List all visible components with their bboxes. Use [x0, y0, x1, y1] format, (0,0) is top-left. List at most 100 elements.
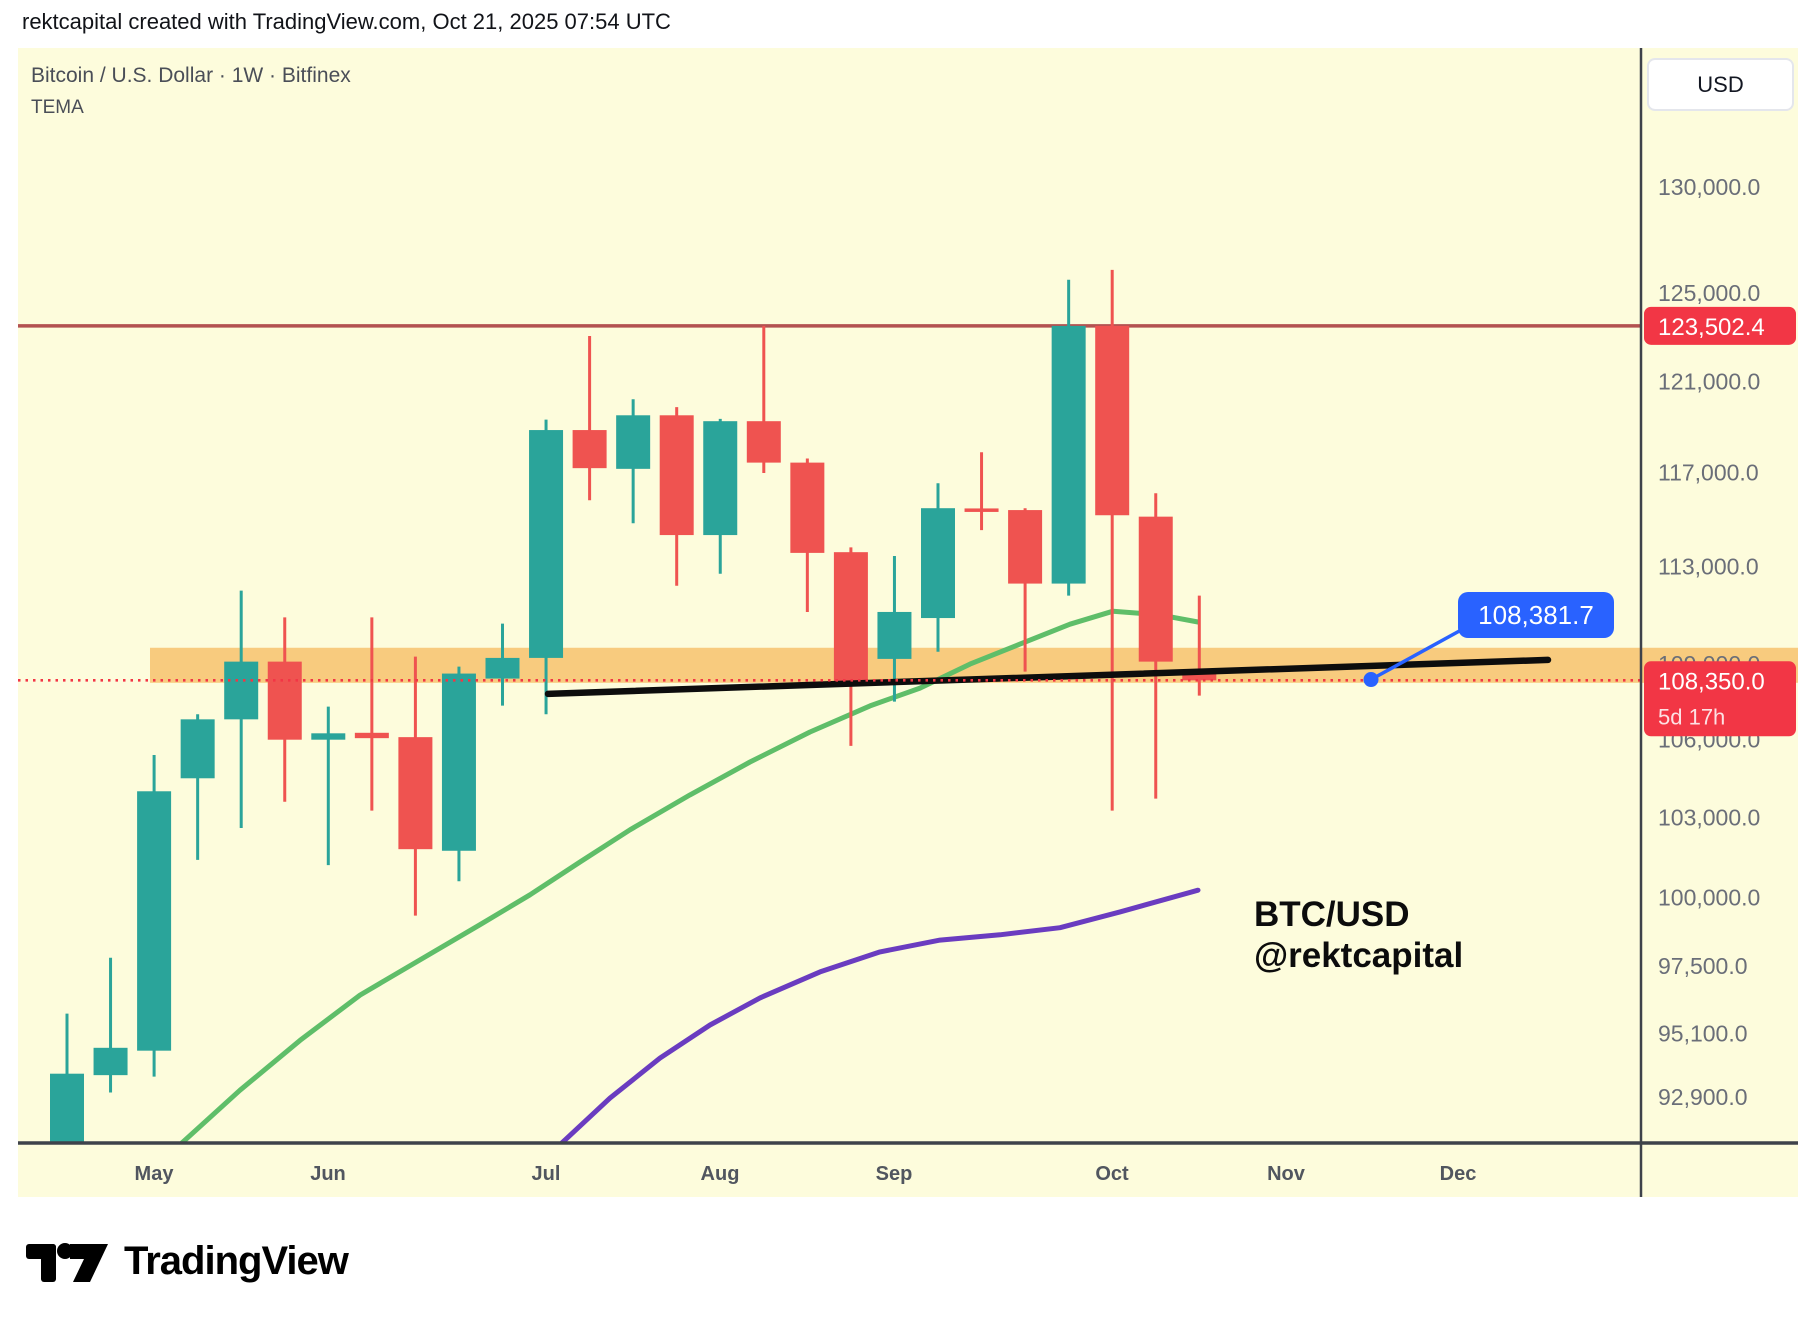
plot-layer — [50, 269, 1217, 1143]
trendline-price-marker[interactable] — [1363, 672, 1379, 688]
axis-price-label-bg — [1644, 661, 1796, 737]
candle-body — [790, 462, 825, 553]
candle — [311, 706, 346, 866]
candle — [877, 555, 912, 702]
watermark-handle: @rektcapital — [1254, 936, 1464, 975]
candle — [1182, 595, 1217, 696]
chart-canvas[interactable]: 108,381.7 130,000.0 125,000.0 121,000.0 117,… — [18, 48, 1798, 1197]
candle — [1138, 493, 1173, 799]
candle — [50, 1013, 84, 1143]
candle-body — [311, 733, 346, 740]
candle — [1008, 508, 1043, 672]
callout-leader-line — [1370, 627, 1464, 682]
chart-area: 108,381.7 130,000.0 125,000.0 121,000.0 117,… — [18, 48, 1798, 1197]
candle — [572, 336, 607, 501]
tema-line — [179, 608, 1201, 1143]
slow-ma-line — [559, 887, 1201, 1143]
candle — [93, 957, 128, 1093]
candle-body — [398, 737, 433, 850]
price-tick-label: 130,000.0 — [1658, 174, 1760, 200]
candle — [833, 547, 868, 746]
candle-body — [1182, 670, 1217, 681]
candle — [790, 458, 825, 612]
price-tick-label: 97,500.0 — [1658, 953, 1748, 979]
price-tick-label: 117,000.0 — [1658, 459, 1759, 485]
price-tick-label: 103,000.0 — [1658, 804, 1760, 830]
symbol-title: Bitcoin / U.S. Dollar · 1W · Bitfinex — [31, 64, 351, 87]
candle-body — [964, 508, 999, 512]
candle-body — [921, 508, 955, 619]
candle — [529, 419, 564, 715]
candle-body — [485, 657, 520, 679]
candle-body — [877, 611, 912, 659]
footer: TradingView — [24, 1234, 349, 1288]
candle — [616, 399, 651, 524]
currency-button[interactable]: USD — [1647, 58, 1794, 111]
time-axis-label[interactable]: Sep — [876, 1163, 913, 1185]
tradingview-logo-icon — [26, 1243, 108, 1282]
time-axis-label[interactable]: May — [135, 1163, 175, 1185]
attribution-text: rektcapital created with TradingView.com… — [22, 9, 671, 34]
time-axis-label[interactable]: Jun — [310, 1163, 346, 1185]
time-axis-label[interactable]: Jul — [532, 1163, 561, 1185]
candle-body — [1138, 516, 1173, 662]
candle-body — [1008, 510, 1043, 584]
candle — [137, 755, 172, 1077]
candle — [1095, 269, 1130, 811]
callout-value: 108,381.7 — [1478, 600, 1594, 630]
candle — [180, 714, 215, 860]
candle-body — [441, 673, 476, 851]
price-tick-label: 121,000.0 — [1658, 368, 1760, 394]
candle-body — [137, 791, 172, 1051]
axis-price-label-value: 108,350.0 — [1658, 668, 1765, 695]
candle-body — [354, 732, 389, 739]
axis-price-label: 108,350.0 5d 17h — [1644, 661, 1796, 737]
price-tick-label: 95,100.0 — [1658, 1021, 1748, 1047]
watermark: BTC/USD @rektcapital — [1254, 894, 1463, 976]
axis-countdown: 5d 17h — [1658, 704, 1725, 729]
tradingview-logo-text: TradingView — [124, 1238, 349, 1283]
indicator-label-tema: TEMA — [31, 97, 84, 118]
time-axis-label[interactable]: Aug — [701, 1163, 740, 1185]
candle-body — [572, 430, 607, 469]
candle — [485, 623, 520, 706]
axis-price-label-bg — [1644, 306, 1796, 345]
candle — [398, 656, 433, 916]
candle-body — [267, 661, 302, 740]
candle — [964, 452, 999, 531]
price-tick-label: 92,900.0 — [1658, 1084, 1748, 1110]
candle — [354, 617, 389, 811]
price-tick-label: 100,000.0 — [1658, 884, 1760, 910]
candle — [659, 407, 694, 586]
watermark-symbol: BTC/USD — [1254, 895, 1410, 934]
candle — [224, 590, 259, 828]
axis-price-label-value: 123,502.4 — [1658, 314, 1765, 341]
candle-body — [1095, 325, 1130, 516]
candle-body — [746, 421, 781, 463]
price-tick-label: 125,000.0 — [1658, 280, 1760, 306]
axis-price-label: 123,502.4 — [1644, 306, 1796, 345]
candle-body — [50, 1073, 84, 1143]
price-tick-label: 113,000.0 — [1658, 554, 1759, 580]
candle — [441, 666, 476, 882]
time-axis-label[interactable]: Oct — [1095, 1163, 1129, 1185]
candle-body — [659, 415, 694, 536]
candle-body — [224, 661, 259, 720]
candle — [921, 483, 955, 652]
candle-body — [93, 1047, 128, 1076]
candle — [1051, 279, 1086, 596]
candle-body — [1051, 325, 1086, 584]
candle-body — [180, 719, 215, 779]
candle — [746, 325, 781, 474]
time-axis-label[interactable]: Dec — [1440, 1163, 1477, 1185]
time-axis-label[interactable]: Nov — [1267, 1163, 1306, 1185]
callout-bubble[interactable] — [1458, 592, 1614, 638]
candle — [267, 617, 302, 802]
candle-body — [616, 415, 651, 469]
trendline[interactable] — [544, 656, 1552, 698]
candle-body — [833, 552, 868, 683]
candle — [703, 418, 738, 574]
candle-body — [529, 430, 564, 658]
candle-body — [703, 421, 738, 536]
